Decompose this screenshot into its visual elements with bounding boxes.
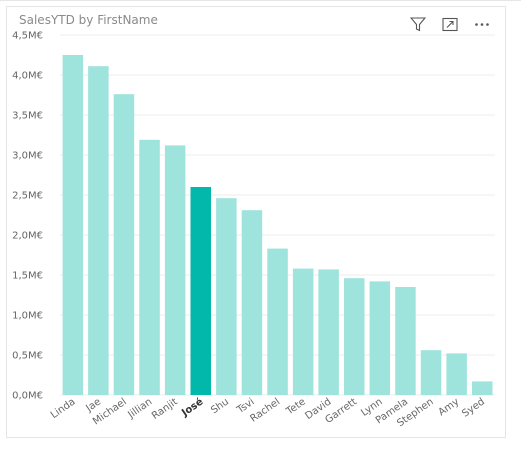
x-tick-label: José xyxy=(179,396,206,420)
bar-jillian[interactable] xyxy=(139,140,160,395)
x-tick-label: Amy xyxy=(437,396,462,418)
bar-stephen[interactable] xyxy=(421,350,442,395)
bar-tete[interactable] xyxy=(293,269,314,395)
bar-rachel[interactable] xyxy=(267,249,288,395)
x-tick-label: Ranjit xyxy=(150,396,180,422)
x-tick-label: Rachel xyxy=(248,396,282,424)
bar-syed[interactable] xyxy=(472,381,493,395)
bar-pamela[interactable] xyxy=(395,287,416,395)
bar-lynn[interactable] xyxy=(370,281,391,395)
bar-david[interactable] xyxy=(318,269,339,395)
bar-michael[interactable] xyxy=(114,94,135,395)
y-tick-label: 2,0M€ xyxy=(12,231,43,242)
y-tick-label: 1,0M€ xyxy=(12,311,43,322)
y-tick-label: 0,0M€ xyxy=(12,391,43,402)
y-tick-label: 3,0M€ xyxy=(12,151,43,162)
bar-shu[interactable] xyxy=(216,198,237,395)
x-tick-label: Shu xyxy=(209,396,231,416)
bar-josé[interactable] xyxy=(191,187,212,395)
y-tick-label: 0,5M€ xyxy=(12,351,43,362)
bar-tsvi[interactable] xyxy=(242,210,263,395)
y-tick-label: 2,5M€ xyxy=(12,191,43,202)
x-tick-label: Linda xyxy=(49,396,78,421)
bar-ranjit[interactable] xyxy=(165,145,186,395)
bar-garrett[interactable] xyxy=(344,278,365,395)
bar-amy[interactable] xyxy=(446,353,467,395)
y-tick-label: 3,5M€ xyxy=(12,111,43,122)
bars xyxy=(63,55,493,395)
x-tick-label: Syed xyxy=(460,396,487,419)
y-tick-label: 4,5M€ xyxy=(12,31,43,42)
bar-jae[interactable] xyxy=(88,66,109,395)
y-tick-label: 1,5M€ xyxy=(12,271,43,282)
y-tick-label: 4,0M€ xyxy=(12,71,43,82)
x-tick-label: Jillian xyxy=(125,396,154,421)
bar-linda[interactable] xyxy=(63,55,84,395)
y-axis: 0,0M€ 0,5M€ 1,0M€ 1,5M€ 2,0M€ 2,5M€ 3,0M€ 3,5M€… xyxy=(12,31,43,402)
